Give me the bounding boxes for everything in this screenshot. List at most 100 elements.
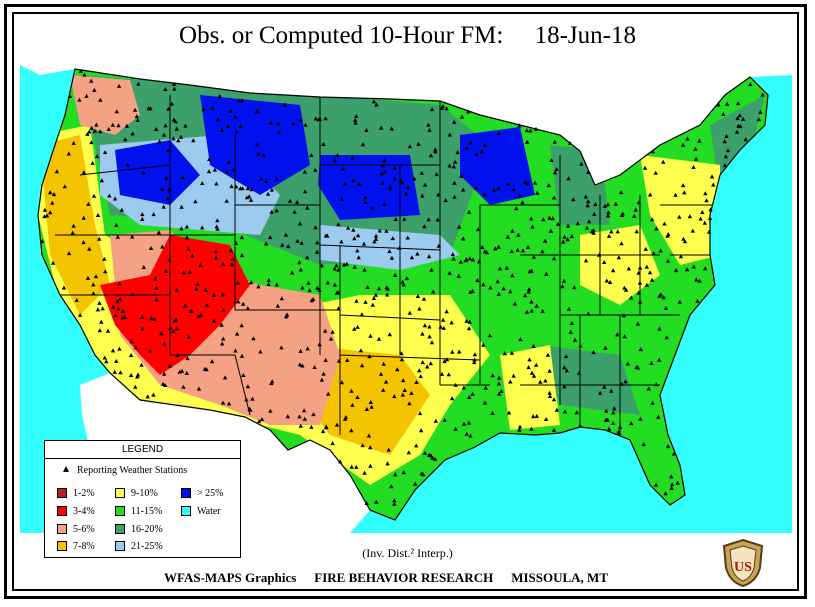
station-marker — [540, 308, 545, 313]
station-marker — [643, 246, 648, 251]
station-marker — [511, 187, 516, 192]
station-marker — [429, 107, 435, 112]
station-marker — [323, 425, 329, 430]
station-marker — [200, 181, 205, 185]
station-marker — [472, 357, 477, 362]
station-marker — [514, 206, 519, 211]
station-marker — [657, 326, 662, 331]
legend-swatch — [115, 488, 125, 498]
station-marker — [294, 200, 300, 204]
station-marker — [384, 228, 389, 233]
station-marker — [735, 101, 741, 106]
station-marker — [140, 314, 145, 319]
station-marker — [228, 248, 234, 253]
station-marker — [438, 324, 443, 329]
station-marker — [736, 123, 741, 128]
station-marker — [534, 303, 539, 308]
station-marker — [496, 381, 502, 386]
station-marker — [578, 343, 583, 348]
station-marker — [233, 348, 238, 353]
station-marker — [153, 276, 158, 281]
station-marker — [230, 256, 235, 261]
station-marker — [403, 191, 409, 196]
station-marker — [425, 364, 430, 369]
station-marker — [89, 140, 94, 145]
station-marker — [404, 276, 410, 281]
legend-label: Water — [197, 506, 221, 517]
station-marker — [268, 408, 273, 413]
station-marker — [510, 273, 515, 278]
station-marker — [662, 221, 667, 226]
station-marker — [602, 260, 607, 264]
station-marker — [466, 109, 471, 114]
legend-swatch — [115, 524, 125, 534]
station-marker — [517, 427, 522, 432]
station-marker — [566, 176, 571, 181]
station-marker — [693, 146, 698, 151]
station-marker — [235, 280, 240, 285]
station-marker — [276, 130, 282, 135]
station-marker — [276, 121, 281, 126]
station-marker — [646, 386, 651, 391]
station-marker — [360, 443, 365, 448]
station-marker — [94, 154, 100, 159]
station-marker — [62, 184, 67, 189]
station-marker — [421, 296, 427, 301]
station-marker — [657, 293, 662, 298]
station-marker — [352, 326, 357, 331]
station-marker — [169, 101, 175, 106]
station-marker — [468, 140, 473, 145]
station-marker — [418, 428, 424, 433]
station-marker — [357, 182, 362, 186]
station-marker — [376, 286, 382, 291]
station-marker — [415, 251, 420, 256]
station-marker — [141, 265, 146, 269]
station-marker — [370, 302, 375, 307]
station-marker — [527, 269, 532, 274]
station-marker — [666, 232, 671, 237]
station-marker — [420, 193, 425, 198]
station-marker — [549, 158, 554, 162]
station-marker — [228, 108, 233, 113]
station-marker — [115, 234, 120, 239]
station-marker — [182, 303, 188, 308]
station-marker — [554, 407, 560, 412]
station-marker — [644, 282, 650, 287]
station-marker — [165, 196, 171, 201]
station-marker — [389, 126, 394, 131]
station-marker — [496, 291, 501, 296]
station-marker — [342, 181, 348, 186]
station-marker — [334, 263, 339, 268]
station-marker — [673, 192, 678, 197]
station-marker — [419, 170, 424, 175]
station-marker — [551, 427, 557, 432]
station-marker — [429, 267, 434, 272]
station-marker — [196, 314, 201, 319]
station-marker — [654, 382, 659, 387]
station-marker — [186, 334, 191, 339]
station-marker — [436, 192, 441, 197]
station-marker — [422, 182, 428, 187]
station-marker — [691, 264, 696, 269]
station-marker — [412, 176, 417, 181]
station-marker — [426, 122, 431, 127]
station-marker — [354, 464, 359, 469]
station-marker — [515, 247, 520, 252]
legend-label: 3-4% — [73, 506, 95, 517]
station-marker — [114, 359, 119, 363]
legend-label: 21-25% — [131, 541, 163, 552]
station-marker — [621, 313, 627, 318]
station-marker — [417, 411, 423, 416]
station-marker — [426, 217, 431, 222]
station-marker — [345, 225, 351, 230]
station-marker — [381, 361, 386, 366]
station-marker — [543, 417, 549, 421]
station-marker — [353, 120, 358, 125]
station-marker — [167, 257, 172, 262]
station-marker — [81, 240, 86, 245]
station-marker — [174, 287, 179, 292]
station-marker — [113, 313, 118, 317]
station-marker — [456, 273, 461, 278]
station-marker — [166, 148, 171, 153]
station-marker — [427, 127, 432, 132]
